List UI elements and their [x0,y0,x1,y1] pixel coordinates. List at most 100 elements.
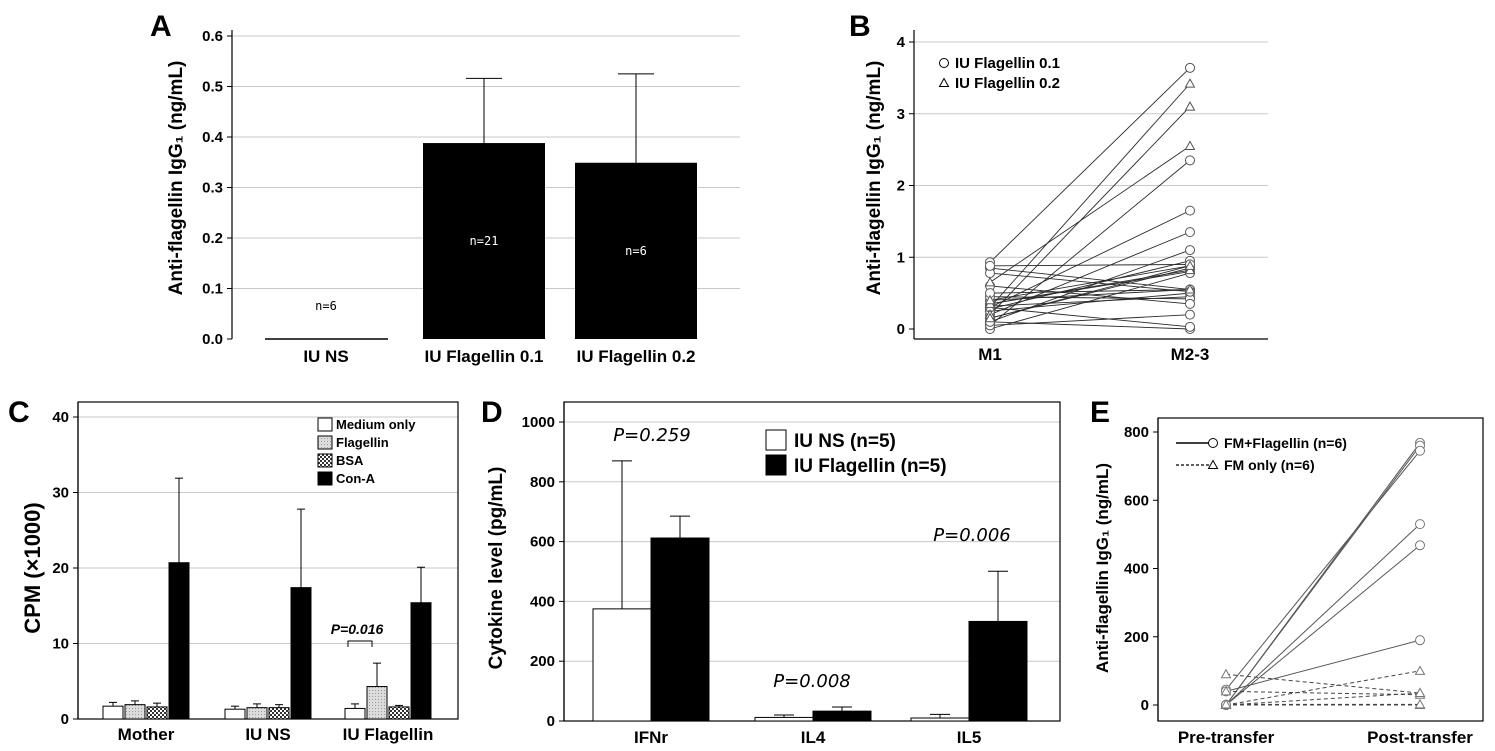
panel-b-series-line [989,307,1191,328]
panel-c-y-tick-label: 20 [52,560,69,577]
panel-c-bar [268,707,290,720]
panel-a-y-tick-label: 0.1 [202,281,223,298]
panel-d-bar [968,620,1028,722]
panel-c-bar [224,708,246,720]
panel-e-point [1220,698,1232,709]
panel-b-series-line [989,265,1191,319]
panel-b-point [1184,78,1196,88]
panel-a-y-tick-label: 0.6 [202,28,223,45]
panel-c-y-tick-label: 40 [52,409,69,426]
panel-a-bar [423,143,545,339]
panel-a-bar-label: n=6 [625,244,647,258]
panel-b-series-line [989,289,1191,301]
panel-b-point [1184,101,1196,111]
panel-a-y-tick-label: 0.5 [202,79,223,96]
panel-a-bar-label: n=21 [470,234,499,248]
panel-e-point [1414,698,1426,709]
panel-d-p-value: P=0.259 [613,425,690,446]
panel-c-y-axis-label: CPM (×1000) [20,502,45,633]
panel-a-y-tick-label: 0.0 [202,331,223,348]
panel-d-x-tick-label: IFNr [634,728,668,747]
panel-b-series-line [989,67,1191,263]
panel-a-bar-label: n=6 [315,299,337,313]
panel-e-series-line [1225,544,1421,706]
panel-c-bar [366,686,388,720]
panel-a-y-tick-label: 0.2 [202,230,223,247]
panel-e-point [1414,687,1426,698]
panel-b-point [1185,205,1195,216]
panel-a-x-tick-label: IU Flagellin 0.2 [576,347,695,366]
panel-c-legend-swatch [317,453,333,468]
panel-b-y-axis-label: Anti-flagellin IgG₁ (ng/mL) [864,61,885,296]
panel-d-y-tick-label: 200 [530,653,555,670]
panel-a-y-tick-label: 0.4 [202,129,224,146]
panel-b-point [1185,309,1195,320]
panel-e-series-line [1225,450,1421,690]
panel-e-y-tick-label: 200 [1124,629,1149,646]
panel-c-x-tick-label: IU NS [245,725,290,744]
panel-c-chart: 0 10 20 30 40 Mother IU NS IU Flagellin P=0.016 M… [52,401,459,744]
panel-c-y-tick-label: 10 [52,636,69,653]
panel-c-y-tick-label: 30 [52,485,69,502]
panel-b-legend-label: IU Flagellin 0.1 [955,55,1060,72]
panel-b-series-line [989,296,1191,300]
panel-e-point [1415,445,1425,456]
panel-e-point [1415,519,1425,530]
panel-b-series-line [989,260,1191,310]
panel-b-series-line [989,321,1191,330]
panel-e-point [1415,635,1425,646]
panel-c-bar [388,706,410,720]
panel-c-x-tick-label: IU Flagellin [343,725,434,744]
panel-b-series-line [989,272,1191,293]
panel-d-x-tick-label: IL4 [801,728,826,747]
panel-c-legend-label: Medium only [336,417,416,432]
panel-d-y-tick-label: 400 [530,593,555,610]
panel-e-legend-marker [1207,459,1219,469]
panel-b-point [1184,140,1196,151]
panel-c-significance-bracket [347,640,373,647]
panel-e-series-line [1225,445,1421,706]
panel-e-x-tick-label: Pre-transfer [1178,728,1275,747]
panel-a-x-tick-label: IU NS [303,347,348,366]
panel-d-bar [812,710,872,722]
panel-d-legend-swatch [765,429,787,451]
panel-e-point [1220,685,1232,696]
panel-letter-b: B [849,10,871,43]
panel-c-legend-label: Flagellin [336,435,389,450]
panel-e-y-tick-label: 0 [1141,697,1149,714]
panel-c-y-tick-label: 0 [61,711,69,728]
panel-d-x-tick-label: IL5 [957,728,982,747]
panel-c-legend-label: Con-A [336,471,376,486]
panel-e-y-tick-label: 800 [1124,424,1149,441]
panel-b-legend-label: IU Flagellin 0.2 [955,75,1060,92]
panel-e-series-line [1225,690,1421,696]
panel-b-series-line [989,265,1191,301]
panel-c-x-tick-label: Mother [118,725,175,744]
panel-b-point [1184,284,1196,294]
panel-b-point [984,294,996,305]
panel-b-series-line [989,210,1191,308]
panel-letter-e: E [1090,396,1110,429]
panel-d-y-axis-label: Cytokine level (pg/mL) [486,467,507,670]
panel-b-point [985,260,995,271]
panel-b-series-line [989,106,1191,315]
panel-b-series-line [989,267,1191,290]
panel-d-legend-label: IU NS (n=5) [794,431,896,452]
panel-d-p-value: P=0.008 [773,671,850,692]
panel-d-y-tick-label: 600 [530,534,555,551]
panel-b-point [1185,321,1195,332]
panel-e-series-line [1225,670,1421,706]
panel-b-series-line [989,145,1191,283]
panel-d-chart: 0 200 400 600 800 1000 IFNr IL4 IL5 P=0.259 P=0.00… [522,401,1061,747]
panel-d-y-tick-label: 0 [547,713,555,730]
panel-c-bar [168,562,190,720]
panel-b-y-tick-label: 3 [897,106,905,123]
panel-b-series-line [989,289,1191,294]
panel-d-y-tick-label: 1000 [522,414,555,431]
panel-b-point [1185,155,1195,166]
panel-e-point [1220,668,1232,679]
panel-b-series-line [989,292,1191,312]
panel-c-bar [344,707,366,720]
panel-letter-a: A [150,10,172,43]
